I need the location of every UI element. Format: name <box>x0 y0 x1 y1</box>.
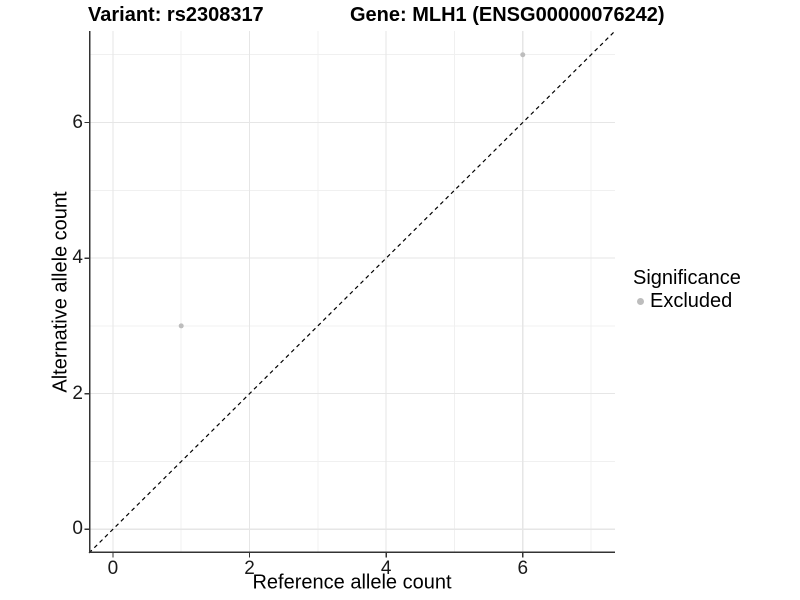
y-tick-label: 4 <box>72 247 83 269</box>
data-point <box>520 52 526 58</box>
x-tick-label: 2 <box>244 558 255 579</box>
legend-item-excluded: Excluded <box>632 291 792 311</box>
y-axis-title: Alternative allele count <box>49 191 72 393</box>
y-tick-label: 6 <box>72 111 83 133</box>
legend: Significance Excluded <box>632 266 792 311</box>
legend-title: Significance <box>633 267 741 289</box>
x-tick-label: 4 <box>380 558 392 579</box>
plot-title-gene: Gene: MLH1 (ENSG00000076242) <box>350 4 665 26</box>
y-tick-label: 0 <box>72 518 83 540</box>
plot-title-variant: Variant: rs2308317 <box>88 4 264 26</box>
x-tick-label: 0 <box>107 558 119 579</box>
x-axis-title: Reference allele count <box>252 571 452 594</box>
data-point <box>178 323 184 329</box>
y-tick-label: 2 <box>72 382 83 404</box>
legend-item-label: Excluded <box>650 290 733 312</box>
x-tick-label: 6 <box>517 558 529 579</box>
plot-panel-canvas <box>84 30 616 558</box>
identity-line <box>88 30 616 554</box>
plot-panel <box>84 30 616 558</box>
legend-dot-icon <box>637 297 644 305</box>
